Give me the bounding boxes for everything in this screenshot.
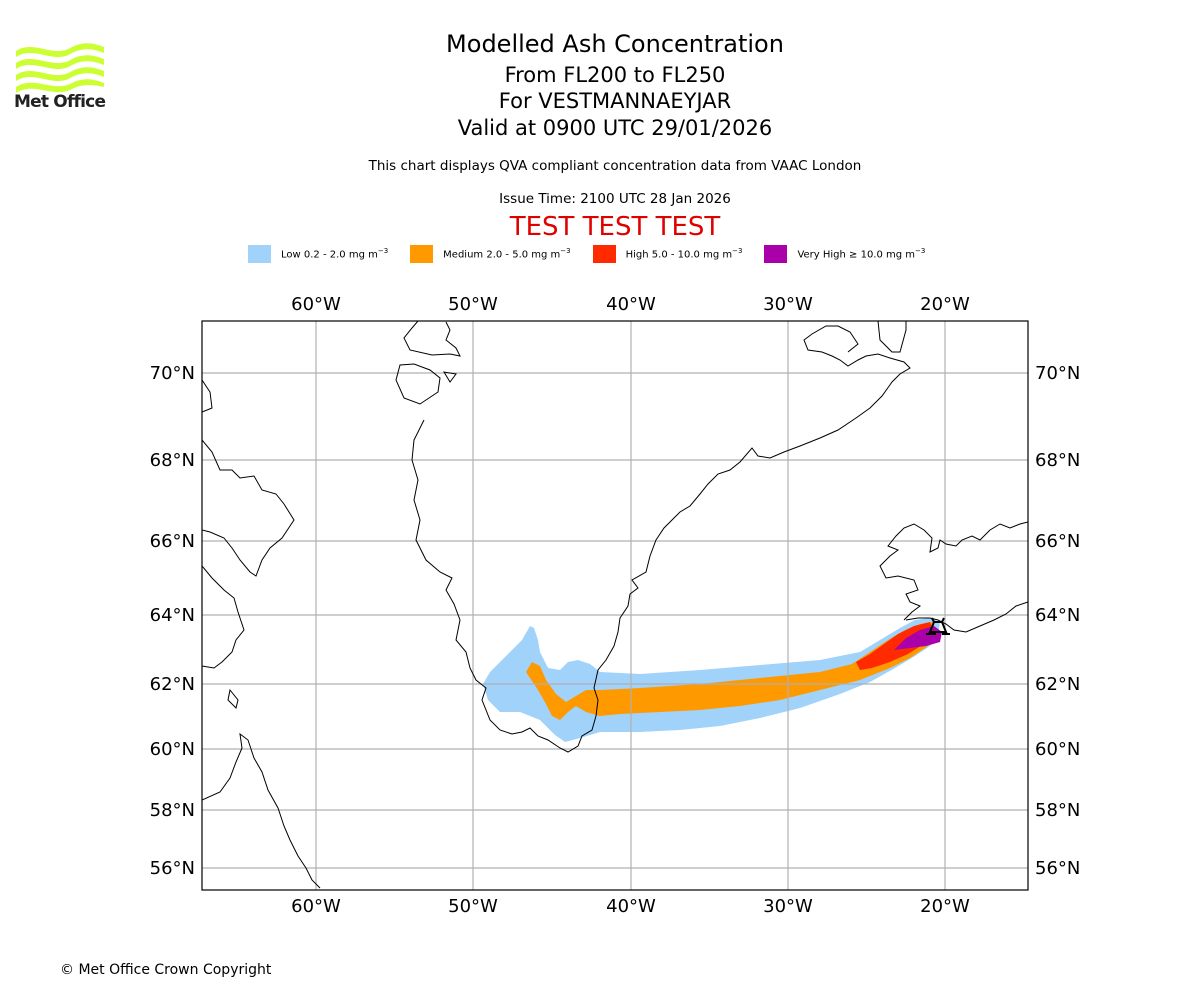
issue-time: Issue Time: 2100 UTC 28 Jan 2026 bbox=[499, 191, 731, 207]
coastline-greenland-west bbox=[395, 321, 911, 753]
copyright-notice: © Met Office Crown Copyright bbox=[60, 962, 272, 978]
legend-swatch-medium bbox=[410, 245, 434, 263]
graticule bbox=[202, 321, 1028, 890]
met-office-logo-icon bbox=[16, 43, 104, 93]
legend-label-medium: Medium 2.0 - 5.0 mg m bbox=[443, 249, 561, 261]
legend-item-very-high: Very High ≥ 10.0 mg m−3 bbox=[764, 245, 925, 263]
lat-label-right: 60°N bbox=[1035, 739, 1080, 760]
legend-label-very-high: Very High ≥ 10.0 mg m bbox=[797, 249, 916, 261]
lat-label-left: 68°N bbox=[150, 450, 195, 471]
lon-label-bottom: 30°W bbox=[763, 896, 813, 917]
met-office-logo-text: Met Office bbox=[14, 92, 106, 112]
ash-area-medium bbox=[526, 622, 936, 720]
coastlines bbox=[202, 321, 1028, 889]
lon-label-bottom: 50°W bbox=[448, 896, 498, 917]
lat-label-right: 68°N bbox=[1035, 450, 1080, 471]
legend-item-medium: Medium 2.0 - 5.0 mg m−3 bbox=[410, 245, 571, 263]
lon-label-top: 60°W bbox=[291, 294, 341, 315]
ash-area-low bbox=[483, 618, 940, 742]
chart-title: Modelled Ash Concentration bbox=[446, 30, 784, 58]
legend-item-high: High 5.0 - 10.0 mg m−3 bbox=[592, 245, 742, 263]
lon-label-bottom: 60°W bbox=[291, 896, 341, 917]
legend-swatch-low bbox=[248, 245, 271, 263]
lat-label-right: 56°N bbox=[1035, 858, 1080, 879]
lat-label-left: 56°N bbox=[150, 858, 195, 879]
lat-label-right: 62°N bbox=[1035, 674, 1080, 695]
legend-label-low: Low 0.2 - 2.0 mg m bbox=[281, 249, 378, 261]
flight-level-range: From FL200 to FL250 bbox=[504, 63, 726, 87]
lon-label-bottom: 40°W bbox=[606, 896, 656, 917]
lat-label-left: 58°N bbox=[150, 800, 195, 821]
lat-label-right: 66°N bbox=[1035, 531, 1080, 552]
chart-subtitle: This chart displays QVA compliant concen… bbox=[368, 158, 862, 174]
lat-label-right: 70°N bbox=[1035, 363, 1080, 384]
lat-label-left: 64°N bbox=[150, 605, 195, 626]
lat-label-left: 70°N bbox=[150, 363, 195, 384]
lon-label-bottom: 20°W bbox=[920, 896, 970, 917]
test-banner: TEST TEST TEST bbox=[509, 212, 721, 242]
map-frame bbox=[201, 320, 1029, 891]
lon-label-top: 50°W bbox=[448, 294, 498, 315]
valid-time: Valid at 0900 UTC 29/01/2026 bbox=[457, 116, 773, 140]
lon-label-top: 30°W bbox=[763, 294, 813, 315]
coastline-baffin bbox=[202, 379, 321, 889]
lat-label-left: 66°N bbox=[150, 531, 195, 552]
volcano-icon bbox=[926, 617, 950, 635]
lon-label-top: 20°W bbox=[920, 294, 970, 315]
volcano-location: For VESTMANNAEYJAR bbox=[498, 89, 732, 113]
lat-label-left: 62°N bbox=[150, 674, 195, 695]
legend-swatch-high bbox=[592, 245, 616, 263]
lat-label-left: 60°N bbox=[150, 739, 195, 760]
legend-swatch-very-high bbox=[764, 245, 788, 263]
coastline-iceland bbox=[879, 521, 1028, 633]
legend-item-low: Low 0.2 - 2.0 mg m−3 bbox=[248, 245, 388, 263]
lat-label-right: 58°N bbox=[1035, 800, 1080, 821]
lon-label-top: 40°W bbox=[606, 294, 656, 315]
legend: Low 0.2 - 2.0 mg m−3 Medium 2.0 - 5.0 mg… bbox=[248, 244, 947, 264]
legend-label-high: High 5.0 - 10.0 mg m bbox=[625, 249, 733, 261]
lat-label-right: 64°N bbox=[1035, 605, 1080, 626]
